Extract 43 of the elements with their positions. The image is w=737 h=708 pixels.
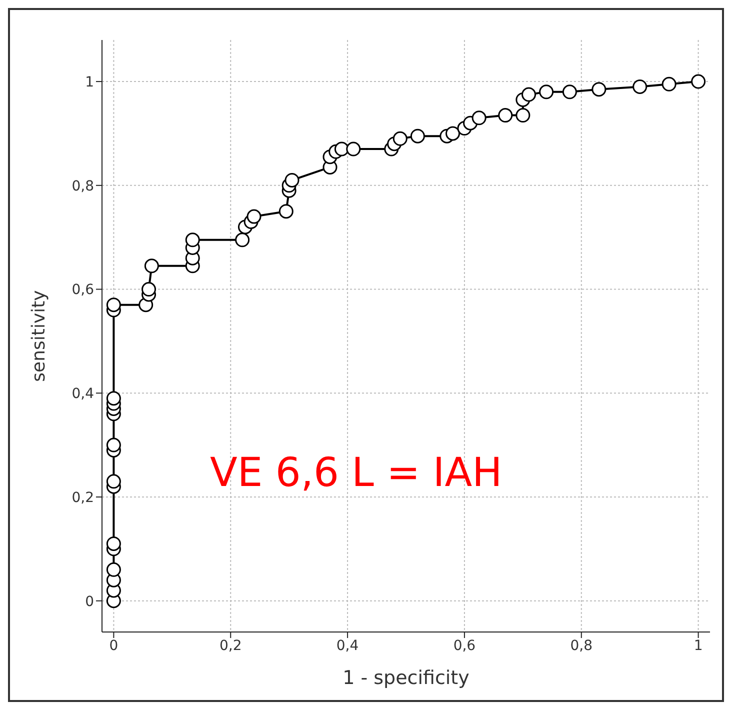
point bbox=[392, 131, 408, 146]
point bbox=[284, 172, 300, 188]
point bbox=[446, 126, 460, 141]
point bbox=[106, 391, 121, 406]
y-tick-label: 0,4 bbox=[72, 386, 94, 402]
point bbox=[346, 142, 361, 156]
point bbox=[106, 536, 121, 551]
point bbox=[235, 232, 250, 248]
point bbox=[106, 298, 121, 312]
point bbox=[522, 87, 536, 102]
point bbox=[246, 209, 262, 224]
point bbox=[691, 74, 706, 89]
x-tick-label: 0,6 bbox=[453, 638, 476, 654]
point bbox=[539, 84, 554, 100]
point bbox=[562, 84, 577, 100]
x-tick-label: 0 bbox=[109, 638, 118, 654]
x-tick-label: 0,2 bbox=[219, 638, 242, 654]
y-axis-title: sensitivity bbox=[28, 290, 50, 382]
point bbox=[334, 142, 349, 156]
point bbox=[144, 258, 159, 274]
point bbox=[185, 232, 200, 248]
y-tick-label: 0,6 bbox=[72, 282, 94, 298]
point bbox=[106, 438, 121, 452]
y-tick-label: 0,2 bbox=[72, 490, 94, 506]
x-tick-label: 0,4 bbox=[336, 638, 359, 654]
point bbox=[632, 79, 648, 94]
point bbox=[472, 110, 486, 126]
point bbox=[278, 204, 294, 219]
point bbox=[106, 562, 121, 577]
point bbox=[498, 108, 513, 123]
point bbox=[410, 128, 425, 144]
point bbox=[592, 82, 606, 97]
x-axis-title: 1 - specificity bbox=[342, 667, 470, 689]
point bbox=[142, 282, 156, 297]
y-tick-label: 0 bbox=[85, 594, 94, 610]
annotation: VE 6,6 L = IAH bbox=[210, 450, 502, 496]
x-tick-label: 0,8 bbox=[570, 638, 593, 654]
y-tick-label: 0,8 bbox=[72, 178, 94, 194]
point bbox=[516, 108, 530, 123]
point bbox=[106, 474, 121, 489]
point bbox=[662, 76, 676, 92]
x-tick-label: 1 bbox=[694, 638, 703, 654]
y-tick-label: 1 bbox=[85, 74, 94, 91]
